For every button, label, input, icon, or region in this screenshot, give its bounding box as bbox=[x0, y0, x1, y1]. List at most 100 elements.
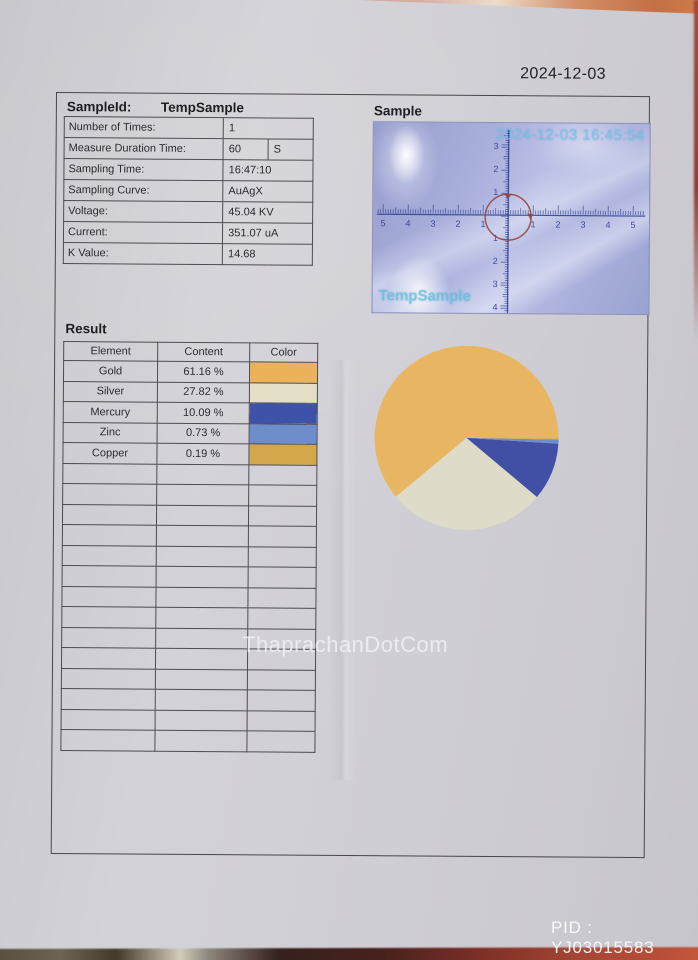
empty-cell bbox=[156, 484, 249, 506]
sample-id-value: TempSample bbox=[160, 99, 244, 116]
pie-slice-mercury bbox=[466, 437, 559, 498]
result-row: Mercury 10.09 % bbox=[63, 401, 318, 424]
empty-cell bbox=[60, 729, 156, 751]
ruler-number: 5 bbox=[381, 218, 386, 228]
empty-cell bbox=[156, 525, 249, 547]
empty-cell bbox=[156, 463, 249, 485]
color-swatch bbox=[248, 443, 318, 465]
page-frame: SampleId: TempSample Number of Times: 1 Me… bbox=[50, 91, 651, 859]
empty-result-row bbox=[60, 729, 316, 752]
composition-pie-chart bbox=[374, 345, 559, 530]
result-row: Silver 27.82 % bbox=[63, 381, 318, 404]
ruler-number: 5 bbox=[631, 220, 636, 230]
ruler-line bbox=[377, 213, 646, 217]
empty-cell bbox=[155, 586, 249, 608]
result-header-cell: Content bbox=[157, 342, 250, 362]
ruler-number: 1 bbox=[493, 233, 498, 243]
site-watermark: ThaprachanDotCom bbox=[242, 632, 449, 657]
info-row: K Value: 14.68 bbox=[63, 242, 313, 266]
info-label: K Value: bbox=[63, 242, 223, 265]
empty-cell bbox=[247, 587, 317, 609]
color-swatch bbox=[249, 402, 318, 424]
empty-cell bbox=[61, 627, 156, 649]
pie-slice-zinc bbox=[466, 437, 559, 444]
info-label: Voltage: bbox=[63, 200, 223, 223]
camera-sample-label: TempSample bbox=[378, 287, 471, 305]
color-swatch bbox=[249, 423, 318, 445]
target-arrow-mark bbox=[505, 194, 512, 200]
empty-cell bbox=[155, 689, 248, 711]
empty-cell bbox=[62, 565, 157, 587]
ruler-number: 3 bbox=[581, 220, 586, 230]
info-label: Sampling Time: bbox=[63, 158, 224, 181]
content-cell: 61.16 % bbox=[157, 361, 250, 383]
empty-cell bbox=[248, 566, 317, 588]
ruler-number: 2 bbox=[493, 256, 498, 266]
sample-image-title: Sample bbox=[373, 103, 422, 119]
info-value: 60 bbox=[223, 138, 269, 160]
empty-result-row bbox=[62, 463, 317, 486]
content-cell: 27.82 % bbox=[157, 381, 250, 403]
info-unit: S bbox=[268, 138, 314, 161]
empty-result-row bbox=[62, 565, 317, 588]
empty-result-row bbox=[61, 586, 317, 609]
info-label: Sampling Curve: bbox=[63, 179, 224, 202]
empty-cell bbox=[62, 463, 157, 485]
result-header-row: Element Content Color bbox=[63, 341, 318, 363]
empty-result-row bbox=[61, 709, 316, 732]
info-row: Sampling Time: 16:47:10 bbox=[63, 158, 314, 182]
empty-cell bbox=[247, 669, 316, 691]
empty-cell bbox=[62, 504, 157, 526]
empty-cell bbox=[62, 545, 157, 567]
empty-cell bbox=[61, 668, 156, 690]
empty-cell bbox=[248, 525, 317, 547]
info-value: 45.04 KV bbox=[222, 201, 313, 224]
empty-cell bbox=[155, 607, 248, 629]
paper-crease bbox=[330, 360, 356, 780]
ruler-number: 2 bbox=[493, 164, 498, 174]
content-cell: 10.09 % bbox=[157, 402, 250, 424]
empty-cell bbox=[247, 689, 316, 711]
empty-result-row bbox=[62, 524, 317, 547]
info-value: 14.68 bbox=[222, 243, 313, 266]
ruler-number: 3 bbox=[431, 219, 436, 229]
empty-cell bbox=[61, 688, 156, 710]
ruler-number: 4 bbox=[492, 302, 497, 312]
empty-result-row bbox=[62, 545, 317, 568]
ruler-number: 1 bbox=[481, 219, 486, 229]
pid-label: PID : YJ03015583 bbox=[551, 918, 655, 957]
empty-cell bbox=[155, 648, 248, 670]
element-cell: Silver bbox=[63, 381, 158, 403]
sample-info-table: Number of Times: 1 Measure Duration Time: 6… bbox=[63, 116, 314, 266]
empty-cell bbox=[156, 566, 249, 588]
info-label: Measure Duration Time: bbox=[64, 137, 224, 160]
empty-cell bbox=[61, 709, 156, 731]
info-label: Number of Times: bbox=[64, 116, 224, 139]
content-cell: 0.73 % bbox=[157, 422, 250, 444]
info-row: Current: 351.07 uA bbox=[63, 221, 313, 245]
result-table: Element Content Color Gold 61.16 % Silver 27.… bbox=[60, 341, 318, 752]
ruler-number: 3 bbox=[494, 141, 499, 151]
empty-cell bbox=[62, 483, 157, 505]
empty-cell bbox=[247, 607, 316, 629]
empty-cell bbox=[155, 709, 248, 731]
info-row: Number of Times: 1 bbox=[64, 116, 314, 140]
element-cell: Zinc bbox=[63, 422, 158, 444]
element-cell: Mercury bbox=[63, 401, 158, 423]
result-row: Gold 61.16 % bbox=[63, 360, 318, 383]
empty-result-row bbox=[61, 606, 316, 629]
target-arrow-mark bbox=[527, 213, 534, 220]
sample-id-label: SampleId: bbox=[66, 99, 132, 115]
empty-cell bbox=[248, 505, 317, 527]
empty-result-row bbox=[61, 668, 316, 691]
pie-slice-gold bbox=[374, 345, 559, 497]
report-date: 2024-12-03 bbox=[520, 65, 607, 83]
ruler-number: 1 bbox=[531, 219, 536, 229]
empty-cell bbox=[247, 710, 316, 732]
color-swatch bbox=[249, 361, 318, 383]
ruler-number: 2 bbox=[556, 219, 561, 229]
ruler-number: 2 bbox=[456, 219, 461, 229]
